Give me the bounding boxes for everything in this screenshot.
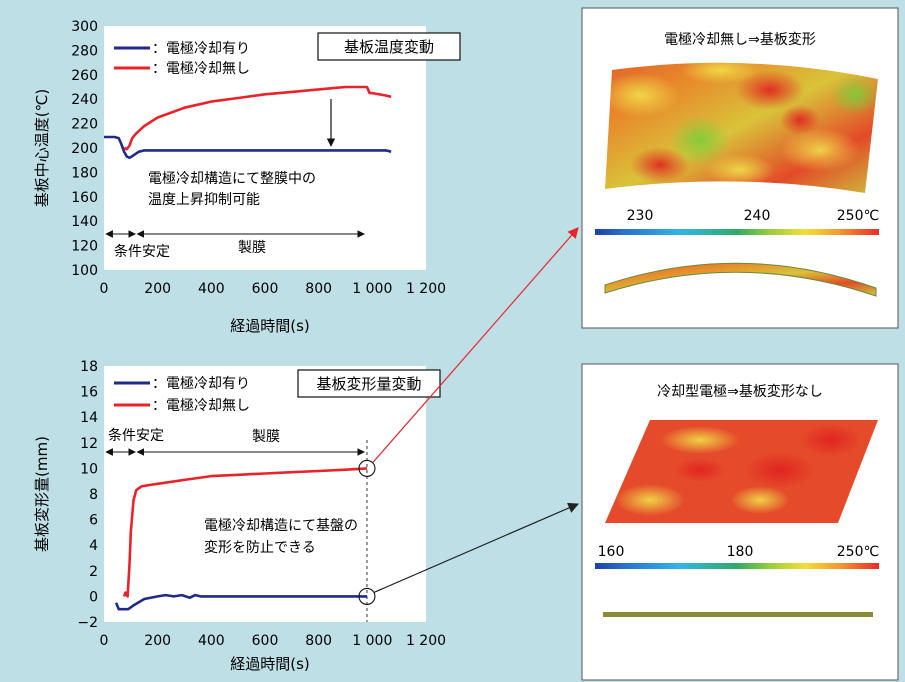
y-tick-label: 16 [80,385,98,401]
x-tick-label: 1 000 [352,281,392,297]
y-tick-label: 10 [80,461,98,477]
y-tick-label: 14 [80,410,98,426]
x-tick-label: 800 [305,281,332,297]
y-axis-label: 基板中心温度(℃) [33,89,51,208]
legend: ：電極冷却有り ：電極冷却無し [114,41,250,77]
y-tick-labels: −2 0 2 4 6 8 10 12 14 16 18 [77,359,98,631]
series-line-cooled [114,593,367,611]
highlight-circle-cooled [358,587,376,605]
plot-area [104,26,426,270]
y-tick-label: 120 [71,239,98,255]
y-tick-label: 200 [71,141,98,157]
y-tick-label: 100 [71,263,98,279]
range-label-stabilize: 条件安定 [108,427,164,444]
x-tick-labels: 0 200 400 600 800 1 000 1 200 [100,281,447,297]
color-scale-bar [595,563,879,569]
series-layer [104,85,392,160]
heatmap-side-view [604,262,877,297]
legend-label-uncooled: ：電極冷却無し [152,398,250,414]
series-line-uncooled [123,85,392,151]
annotation-line2: 変形を防止できる [204,539,316,556]
y-tick-label: 4 [89,538,98,554]
y-tick-label: 8 [89,487,98,503]
x-tick-label: 600 [252,281,279,297]
range-label-stabilize: 条件安定 [114,243,170,260]
panel-cooled: 冷却型電極⇒基板変形なし 160 180 250℃ [581,363,899,681]
temperature-chart: 100 120 140 160 180 200 220 240 260 280 300 0 200 40… [33,19,461,335]
annotation-line2: 温度上昇抑制可能 [148,192,260,208]
x-tick-label: 800 [305,633,332,649]
range-label-deposition: 製膜 [238,240,266,256]
y-tick-label: 12 [80,436,98,452]
x-tick-label: 0 [100,633,109,649]
chart-title: 基板温度変動 [344,38,434,56]
x-tick-labels: 0 200 400 600 800 1 000 1 200 [100,633,447,649]
x-tick-label: 1 000 [352,633,392,649]
legend-label-uncooled: ：電極冷却無し [152,61,250,77]
y-tick-label: 6 [89,513,98,529]
y-tick-labels: 100 120 140 160 180 200 220 240 260 280 300 [71,19,98,279]
heatmap-top-view [605,62,878,193]
y-tick-label: 0 [89,589,98,605]
series-layer [114,467,368,611]
highlight-circle-uncooled [358,459,376,477]
legend-label-cooled: ：電極冷却有り [152,41,250,57]
x-tick-label: 400 [198,281,225,297]
y-tick-label: 18 [80,359,98,375]
scale-label-low: 160 [598,544,625,560]
x-tick-label: 1 200 [406,281,446,297]
scale-label-mid: 240 [744,208,771,224]
scale-label-low: 230 [627,208,654,224]
y-tick-label: 240 [71,92,98,108]
chart-title-box [297,369,441,398]
y-tick-label: 2 [89,564,98,580]
series-line-cooled [104,135,392,160]
annotation-line1: 電極冷却構造にて整膜中の [148,171,316,187]
y-tick-label: −2 [77,615,98,631]
series-line-uncooled [122,467,368,598]
x-tick-label: 600 [252,633,279,649]
plot-area [104,366,426,622]
scale-label-high: 250℃ [837,208,879,224]
y-tick-label: 300 [71,19,98,35]
y-tick-label: 180 [71,165,98,181]
connector-arrow-cooled [373,502,579,593]
panel-title: 電極冷却無し⇒基板変形 [664,31,816,48]
panel-uncooled: 電極冷却無し⇒基板変形 230 240 250℃ [581,7,899,329]
y-tick-label: 260 [71,68,98,84]
scale-label-high: 250℃ [837,544,879,560]
x-tick-label: 400 [198,633,225,649]
y-tick-label: 140 [71,214,98,230]
legend: ：電極冷却有り ：電極冷却無し [114,376,250,414]
y-tick-label: 160 [71,190,98,206]
color-scale-bar [595,229,879,235]
panel-title: 冷却型電極⇒基板変形なし [657,383,823,400]
x-tick-label: 200 [144,633,171,649]
x-axis-label: 経過時間(s) [230,317,310,335]
x-tick-label: 0 [100,281,109,297]
legend-label-cooled: ：電極冷却有り [152,376,250,392]
scale-label-mid: 180 [727,544,754,560]
chart-title: 基板変形量変動 [316,375,421,393]
x-tick-label: 1 200 [406,633,446,649]
y-tick-label: 220 [71,117,98,133]
y-axis-label: 基板変形量(mm) [33,436,51,552]
x-axis-label: 経過時間(s) [230,655,310,673]
x-tick-label: 200 [144,281,171,297]
annotation-line1: 電極冷却構造にて基盤の [204,517,358,534]
chart-title-box [317,32,461,61]
range-label-deposition: 製膜 [252,429,280,445]
heatmap-side-view [603,612,873,617]
connector-arrow-uncooled [372,227,579,463]
heatmap-top-view [605,420,878,523]
y-tick-label: 280 [71,43,98,59]
